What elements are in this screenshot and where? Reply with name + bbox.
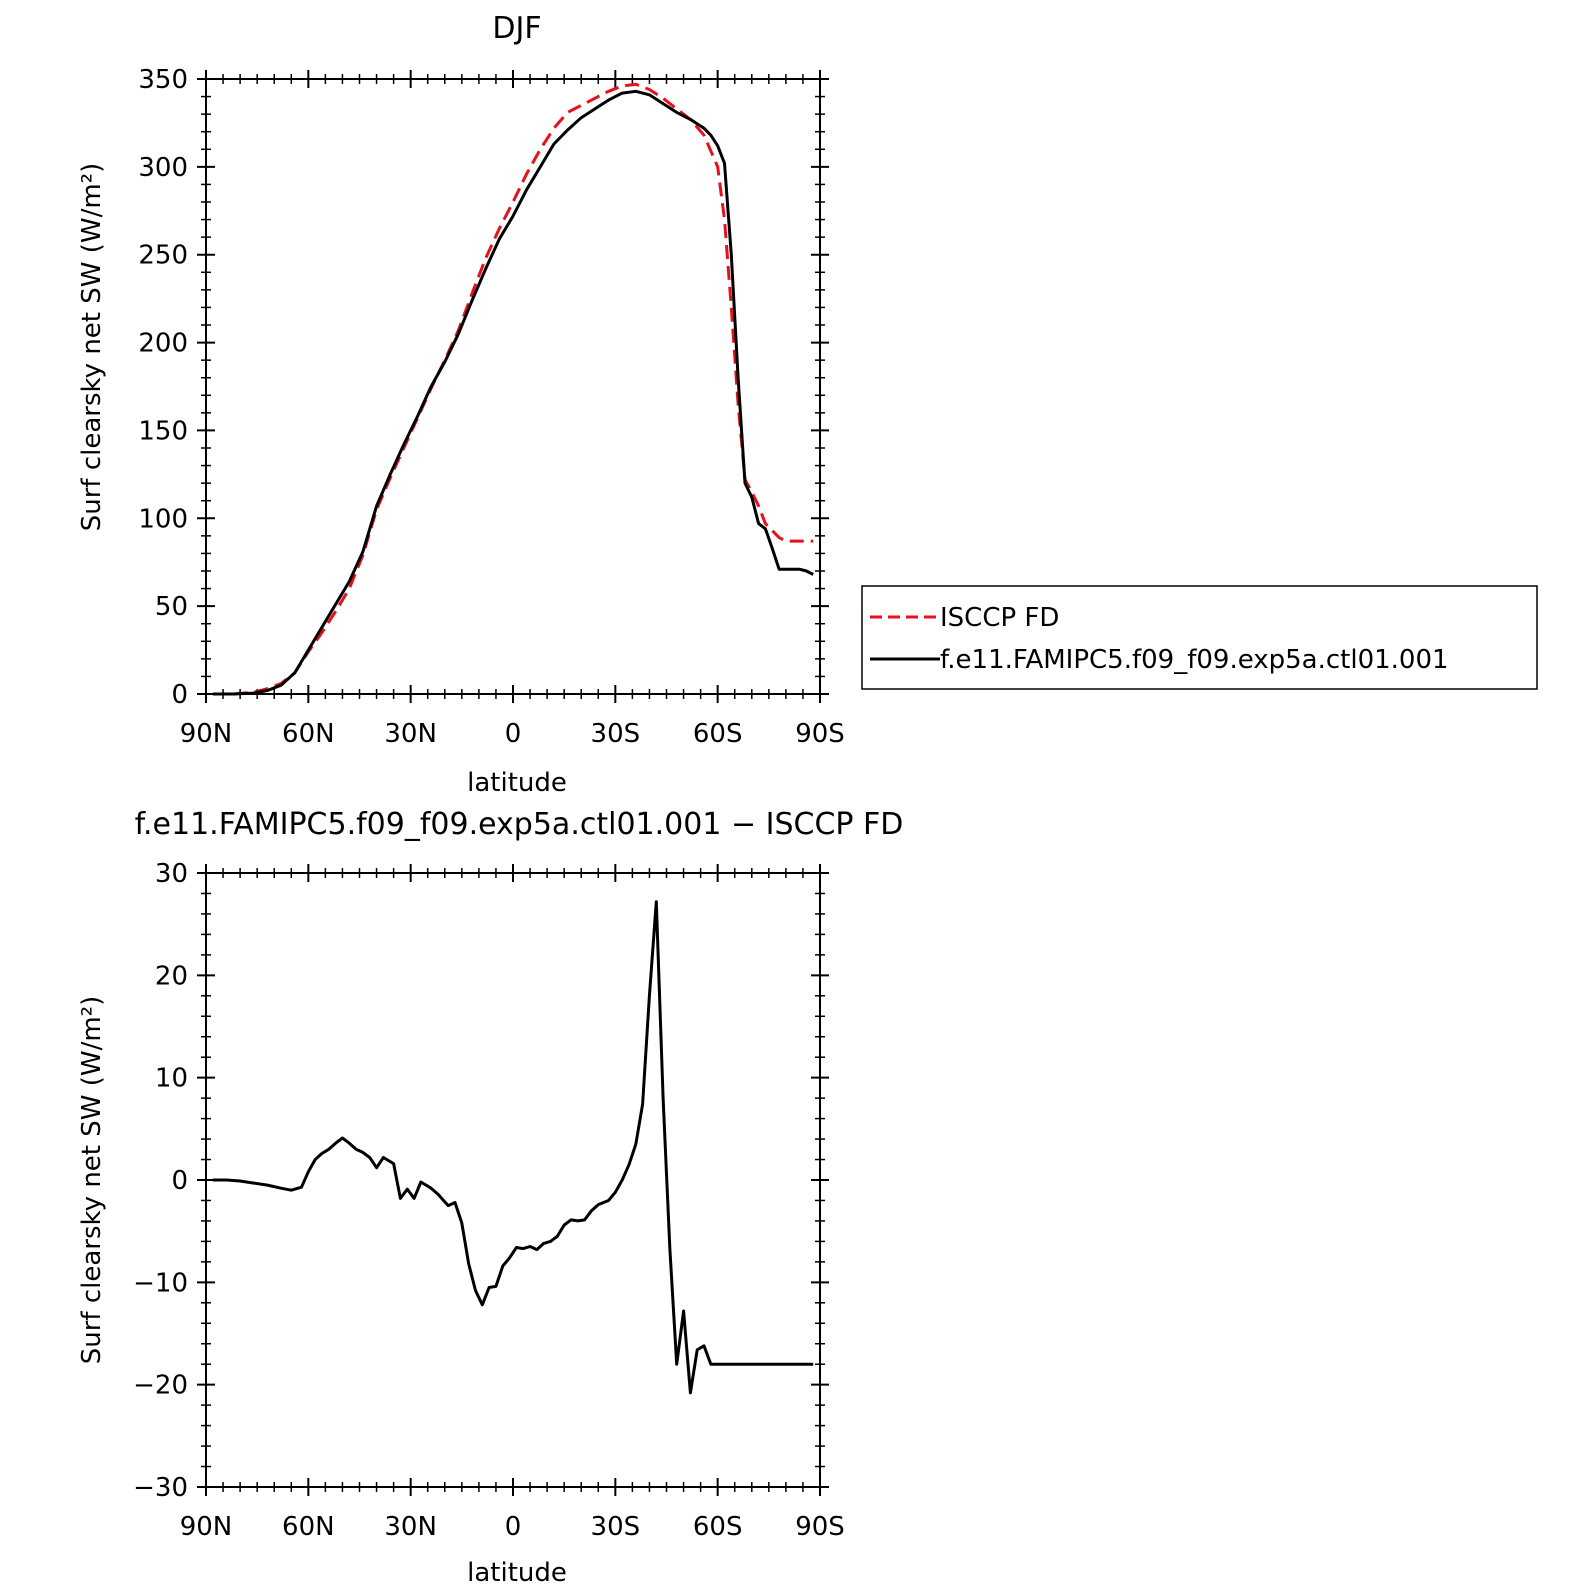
bottom-y-tick-label: −20 bbox=[133, 1371, 188, 1401]
top-x-tick-label: 60N bbox=[282, 719, 335, 749]
top-panel-title: DJF bbox=[492, 11, 541, 46]
top-x-tick-label: 30S bbox=[591, 719, 641, 749]
top-series-line-0 bbox=[212, 82, 814, 696]
bottom-panel-series bbox=[212, 900, 814, 1395]
bottom-panel-axes: −30 −20 −10 0 10 20 30 90N 60N 30N 0 30S 60S 90S bbox=[133, 859, 845, 1542]
top-x-tick-label: 0 bbox=[505, 719, 522, 749]
bottom-plot-frame bbox=[205, 872, 821, 1488]
top-panel: DJF Surf clearsky net SW (W/m²) latitude… bbox=[77, 11, 845, 798]
legend-entry-model: f.e11.FAMIPC5.f09_f09.exp5a.ctl01.001 bbox=[940, 645, 1449, 675]
bottom-x-tick-label: 60S bbox=[693, 1512, 743, 1542]
top-y-tick-label: 150 bbox=[138, 416, 188, 446]
legend: ISCCP FD f.e11.FAMIPC5.f09_f09.exp5a.ctl… bbox=[861, 585, 1538, 690]
legend-entry-isccp: ISCCP FD bbox=[940, 603, 1059, 633]
top-panel-axes: 0 50 100 150 200 250 300 350 90N 60N 30N 0 30S 60S 90S bbox=[138, 65, 844, 749]
bottom-x-tick-label: 90N bbox=[180, 1512, 233, 1542]
top-y-tick-label: 300 bbox=[138, 153, 188, 183]
bottom-y-tick-label: 0 bbox=[171, 1166, 188, 1196]
bottom-panel-y-axis-label: Surf clearsky net SW (W/m²) bbox=[77, 996, 107, 1364]
bottom-y-tick-label: 30 bbox=[155, 859, 188, 889]
bottom-panel-title: f.e11.FAMIPC5.f09_f09.exp5a.ctl01.001 − … bbox=[135, 807, 904, 842]
top-series-line-1 bbox=[212, 89, 814, 696]
top-plot-frame bbox=[205, 78, 821, 695]
top-y-tick-label: 50 bbox=[155, 592, 188, 622]
bottom-y-tick-label: 10 bbox=[155, 1064, 188, 1094]
bottom-y-tick-label: −30 bbox=[133, 1473, 188, 1503]
top-panel-y-axis-label: Surf clearsky net SW (W/m²) bbox=[77, 163, 107, 531]
top-panel-x-axis-label: latitude bbox=[467, 768, 567, 798]
bottom-x-tick-label: 30N bbox=[384, 1512, 437, 1542]
bottom-y-tick-label: 20 bbox=[155, 961, 188, 991]
top-y-tick-label: 0 bbox=[171, 680, 188, 710]
bottom-x-tick-label: 0 bbox=[505, 1512, 522, 1542]
top-y-tick-label: 350 bbox=[138, 65, 188, 95]
top-y-tick-label: 100 bbox=[138, 504, 188, 534]
top-x-tick-label: 90S bbox=[795, 719, 845, 749]
bottom-y-tick-label: −10 bbox=[133, 1268, 188, 1298]
top-y-tick-label: 250 bbox=[138, 241, 188, 271]
top-x-tick-label: 60S bbox=[693, 719, 743, 749]
legend-box bbox=[861, 585, 1538, 690]
top-x-tick-label: 30N bbox=[384, 719, 437, 749]
top-y-tick-label: 200 bbox=[138, 329, 188, 359]
bottom-panel: f.e11.FAMIPC5.f09_f09.exp5a.ctl01.001 − … bbox=[77, 807, 903, 1585]
bottom-x-tick-label: 90S bbox=[795, 1512, 845, 1542]
bottom-panel-x-axis-label: latitude bbox=[467, 1558, 567, 1585]
top-panel-series bbox=[212, 82, 814, 696]
top-x-tick-label: 90N bbox=[180, 719, 233, 749]
bottom-x-tick-label: 30S bbox=[591, 1512, 641, 1542]
bottom-x-tick-label: 60N bbox=[282, 1512, 335, 1542]
bottom-series-line-0 bbox=[212, 900, 814, 1395]
